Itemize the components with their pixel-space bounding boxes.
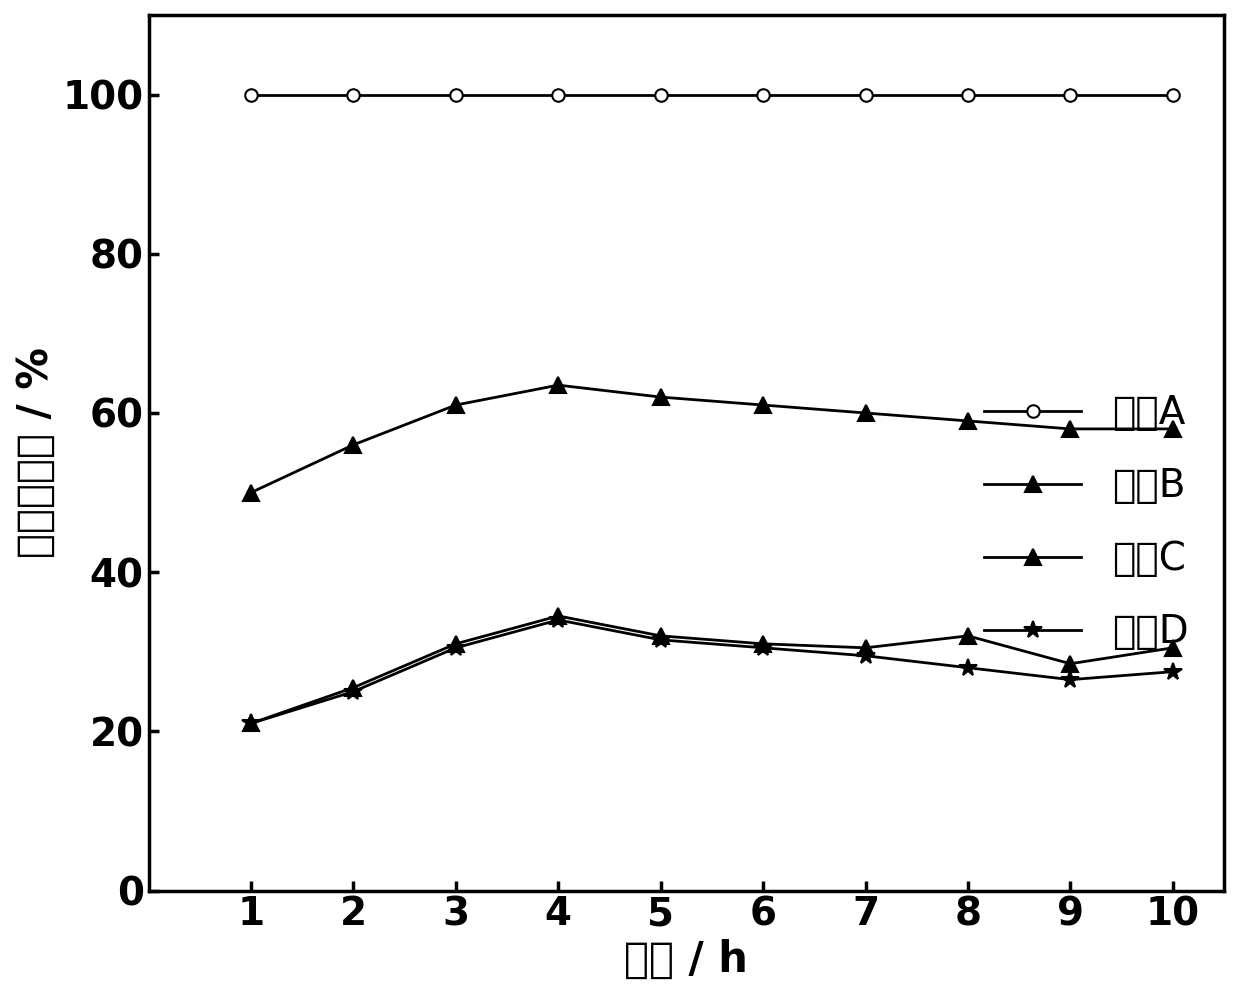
- 条件A: [960, 89, 975, 101]
- 条件A: [653, 89, 668, 101]
- 条件C: [756, 637, 771, 649]
- 条件C: [449, 637, 463, 649]
- 条件B: [346, 439, 361, 451]
- 条件B: [449, 399, 463, 411]
- 条件D: [449, 641, 463, 653]
- Line: 条件A: 条件A: [245, 89, 1180, 101]
- 条件D: [244, 717, 259, 729]
- 条件A: [449, 89, 463, 101]
- 条件D: [1063, 673, 1078, 685]
- 条件C: [244, 717, 259, 729]
- 条件B: [1166, 423, 1181, 435]
- X-axis label: 时间 / h: 时间 / h: [624, 939, 748, 981]
- 条件D: [756, 641, 771, 653]
- 条件B: [859, 407, 873, 419]
- 条件C: [1166, 641, 1181, 653]
- 条件A: [1166, 89, 1181, 101]
- 条件C: [551, 610, 566, 622]
- Line: 条件B: 条件B: [243, 377, 1181, 500]
- 条件D: [551, 614, 566, 625]
- 条件C: [346, 681, 361, 693]
- 条件C: [1063, 657, 1078, 669]
- 条件D: [960, 661, 975, 673]
- Line: 条件D: 条件D: [242, 611, 1182, 732]
- 条件B: [756, 399, 771, 411]
- 条件A: [551, 89, 566, 101]
- 条件B: [244, 487, 259, 499]
- 条件D: [346, 685, 361, 697]
- 条件D: [653, 633, 668, 645]
- Line: 条件C: 条件C: [243, 609, 1181, 731]
- Legend: 条件A, 条件B, 条件C, 条件D: 条件A, 条件B, 条件C, 条件D: [969, 378, 1204, 667]
- 条件A: [346, 89, 361, 101]
- 条件C: [859, 641, 873, 653]
- 条件D: [859, 649, 873, 661]
- 条件B: [551, 379, 566, 391]
- 条件C: [653, 629, 668, 641]
- Y-axis label: 甲醛转化率 / %: 甲醛转化率 / %: [15, 348, 57, 559]
- 条件A: [859, 89, 873, 101]
- 条件D: [1166, 665, 1181, 677]
- 条件B: [653, 391, 668, 403]
- 条件B: [1063, 423, 1078, 435]
- 条件A: [756, 89, 771, 101]
- 条件B: [960, 415, 975, 427]
- 条件A: [244, 89, 259, 101]
- 条件A: [1063, 89, 1078, 101]
- 条件C: [960, 629, 975, 641]
